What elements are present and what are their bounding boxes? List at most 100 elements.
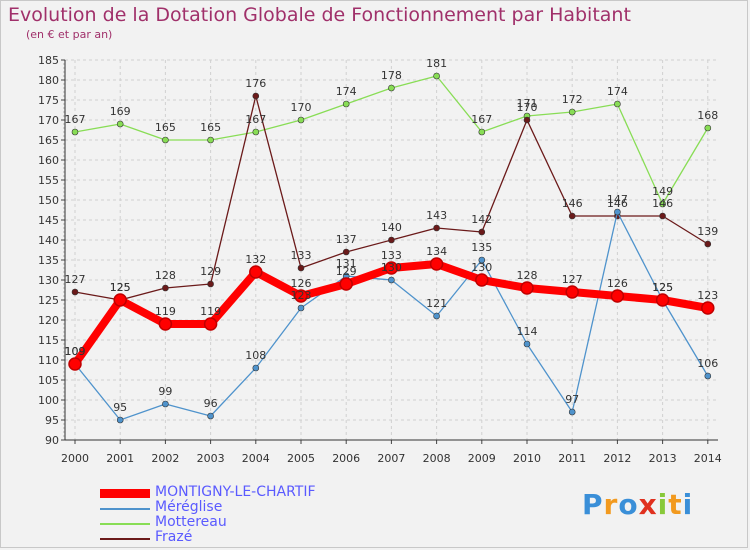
y-tick-label: 150 [38, 194, 59, 207]
data-label: 168 [697, 109, 718, 122]
data-point [207, 280, 214, 288]
data-point [478, 128, 486, 136]
data-label: 97 [565, 393, 579, 406]
data-label: 174 [607, 85, 628, 98]
proxiti-logo: Proxiti [582, 488, 693, 521]
data-label: 119 [155, 305, 176, 318]
data-label: 108 [245, 349, 266, 362]
y-tick-label: 180 [38, 74, 59, 87]
data-label: 181 [426, 57, 447, 70]
data-point [342, 100, 350, 108]
y-tick-label: 130 [38, 274, 59, 287]
data-label: 137 [336, 233, 357, 246]
data-label: 139 [697, 225, 718, 238]
data-point [71, 128, 79, 136]
data-label: 106 [697, 357, 718, 370]
data-point [297, 304, 305, 312]
legend-swatch [100, 508, 150, 510]
data-label: 169 [110, 105, 131, 118]
x-tick-label: 2009 [468, 452, 496, 465]
data-label: 125 [652, 281, 673, 294]
data-label: 133 [291, 249, 312, 262]
x-tick-label: 2002 [151, 452, 179, 465]
data-point [384, 261, 399, 275]
legend-label: Frazé [155, 529, 193, 545]
data-point [475, 273, 489, 287]
data-point [68, 357, 82, 371]
data-label: 146 [562, 197, 583, 210]
logo-letter: i [657, 488, 669, 521]
data-label: 130 [381, 261, 402, 274]
data-point [252, 128, 260, 136]
data-point [297, 116, 305, 124]
data-point [249, 265, 263, 279]
y-tick-label: 125 [38, 294, 59, 307]
data-point [429, 257, 444, 271]
data-point [704, 372, 712, 380]
data-label: 178 [381, 69, 402, 82]
data-label: 172 [562, 93, 583, 106]
data-point [252, 364, 260, 372]
data-label: 170 [517, 101, 538, 114]
legend-swatch [100, 523, 150, 525]
data-label: 140 [381, 221, 402, 234]
data-label: 119 [200, 305, 221, 318]
data-label: 176 [245, 77, 266, 90]
y-tick-label: 170 [38, 114, 59, 127]
data-point [565, 285, 579, 299]
data-point [294, 289, 308, 303]
x-tick-label: 2001 [106, 452, 134, 465]
data-point [520, 281, 534, 295]
logo-letter: r [603, 488, 619, 521]
x-tick-label: 2005 [287, 452, 315, 465]
x-tick-label: 2012 [603, 452, 631, 465]
legend-label: Mottereau [155, 514, 227, 530]
data-label: 149 [652, 185, 673, 198]
data-point [433, 312, 440, 320]
data-label: 130 [471, 261, 492, 274]
data-label: 125 [110, 281, 131, 294]
data-label: 146 [607, 197, 628, 210]
data-label: 126 [291, 277, 312, 290]
data-label: 167 [65, 113, 86, 126]
data-label: 127 [562, 273, 583, 286]
data-label: 171 [517, 97, 538, 110]
data-label: 129 [336, 265, 357, 278]
data-point [433, 72, 440, 80]
data-point [523, 116, 531, 124]
y-tick-label: 100 [38, 394, 59, 407]
data-point [478, 228, 486, 236]
data-point [655, 293, 670, 307]
logo-letter: o [618, 488, 639, 521]
x-tick-label: 2008 [423, 452, 451, 465]
data-label: 125 [652, 281, 673, 294]
data-point [659, 212, 666, 220]
data-label: 129 [200, 265, 221, 278]
data-point [478, 256, 486, 264]
chart-subtitle: (en € et par an) [26, 28, 113, 41]
data-point [704, 240, 712, 248]
data-point [162, 400, 169, 408]
x-tick-label: 2006 [332, 452, 360, 465]
logo-letter: P [582, 488, 604, 521]
data-point [614, 208, 621, 216]
legend-swatch [100, 538, 150, 540]
data-point [203, 317, 218, 331]
y-tick-label: 110 [38, 354, 59, 367]
data-label: 126 [607, 277, 628, 290]
y-tick-label: 140 [38, 234, 59, 247]
y-tick-label: 120 [38, 314, 59, 327]
data-point [71, 288, 79, 296]
logo-letter: t [668, 488, 683, 521]
x-tick-label: 2007 [377, 452, 405, 465]
data-label: 131 [336, 257, 357, 270]
y-tick-label: 185 [38, 54, 59, 67]
data-point [158, 317, 173, 331]
data-label: 170 [291, 101, 312, 114]
data-label: 167 [245, 113, 266, 126]
y-tick-label: 135 [38, 254, 59, 267]
x-tick-label: 2004 [242, 452, 270, 465]
data-point [339, 277, 353, 291]
data-point [614, 100, 621, 108]
